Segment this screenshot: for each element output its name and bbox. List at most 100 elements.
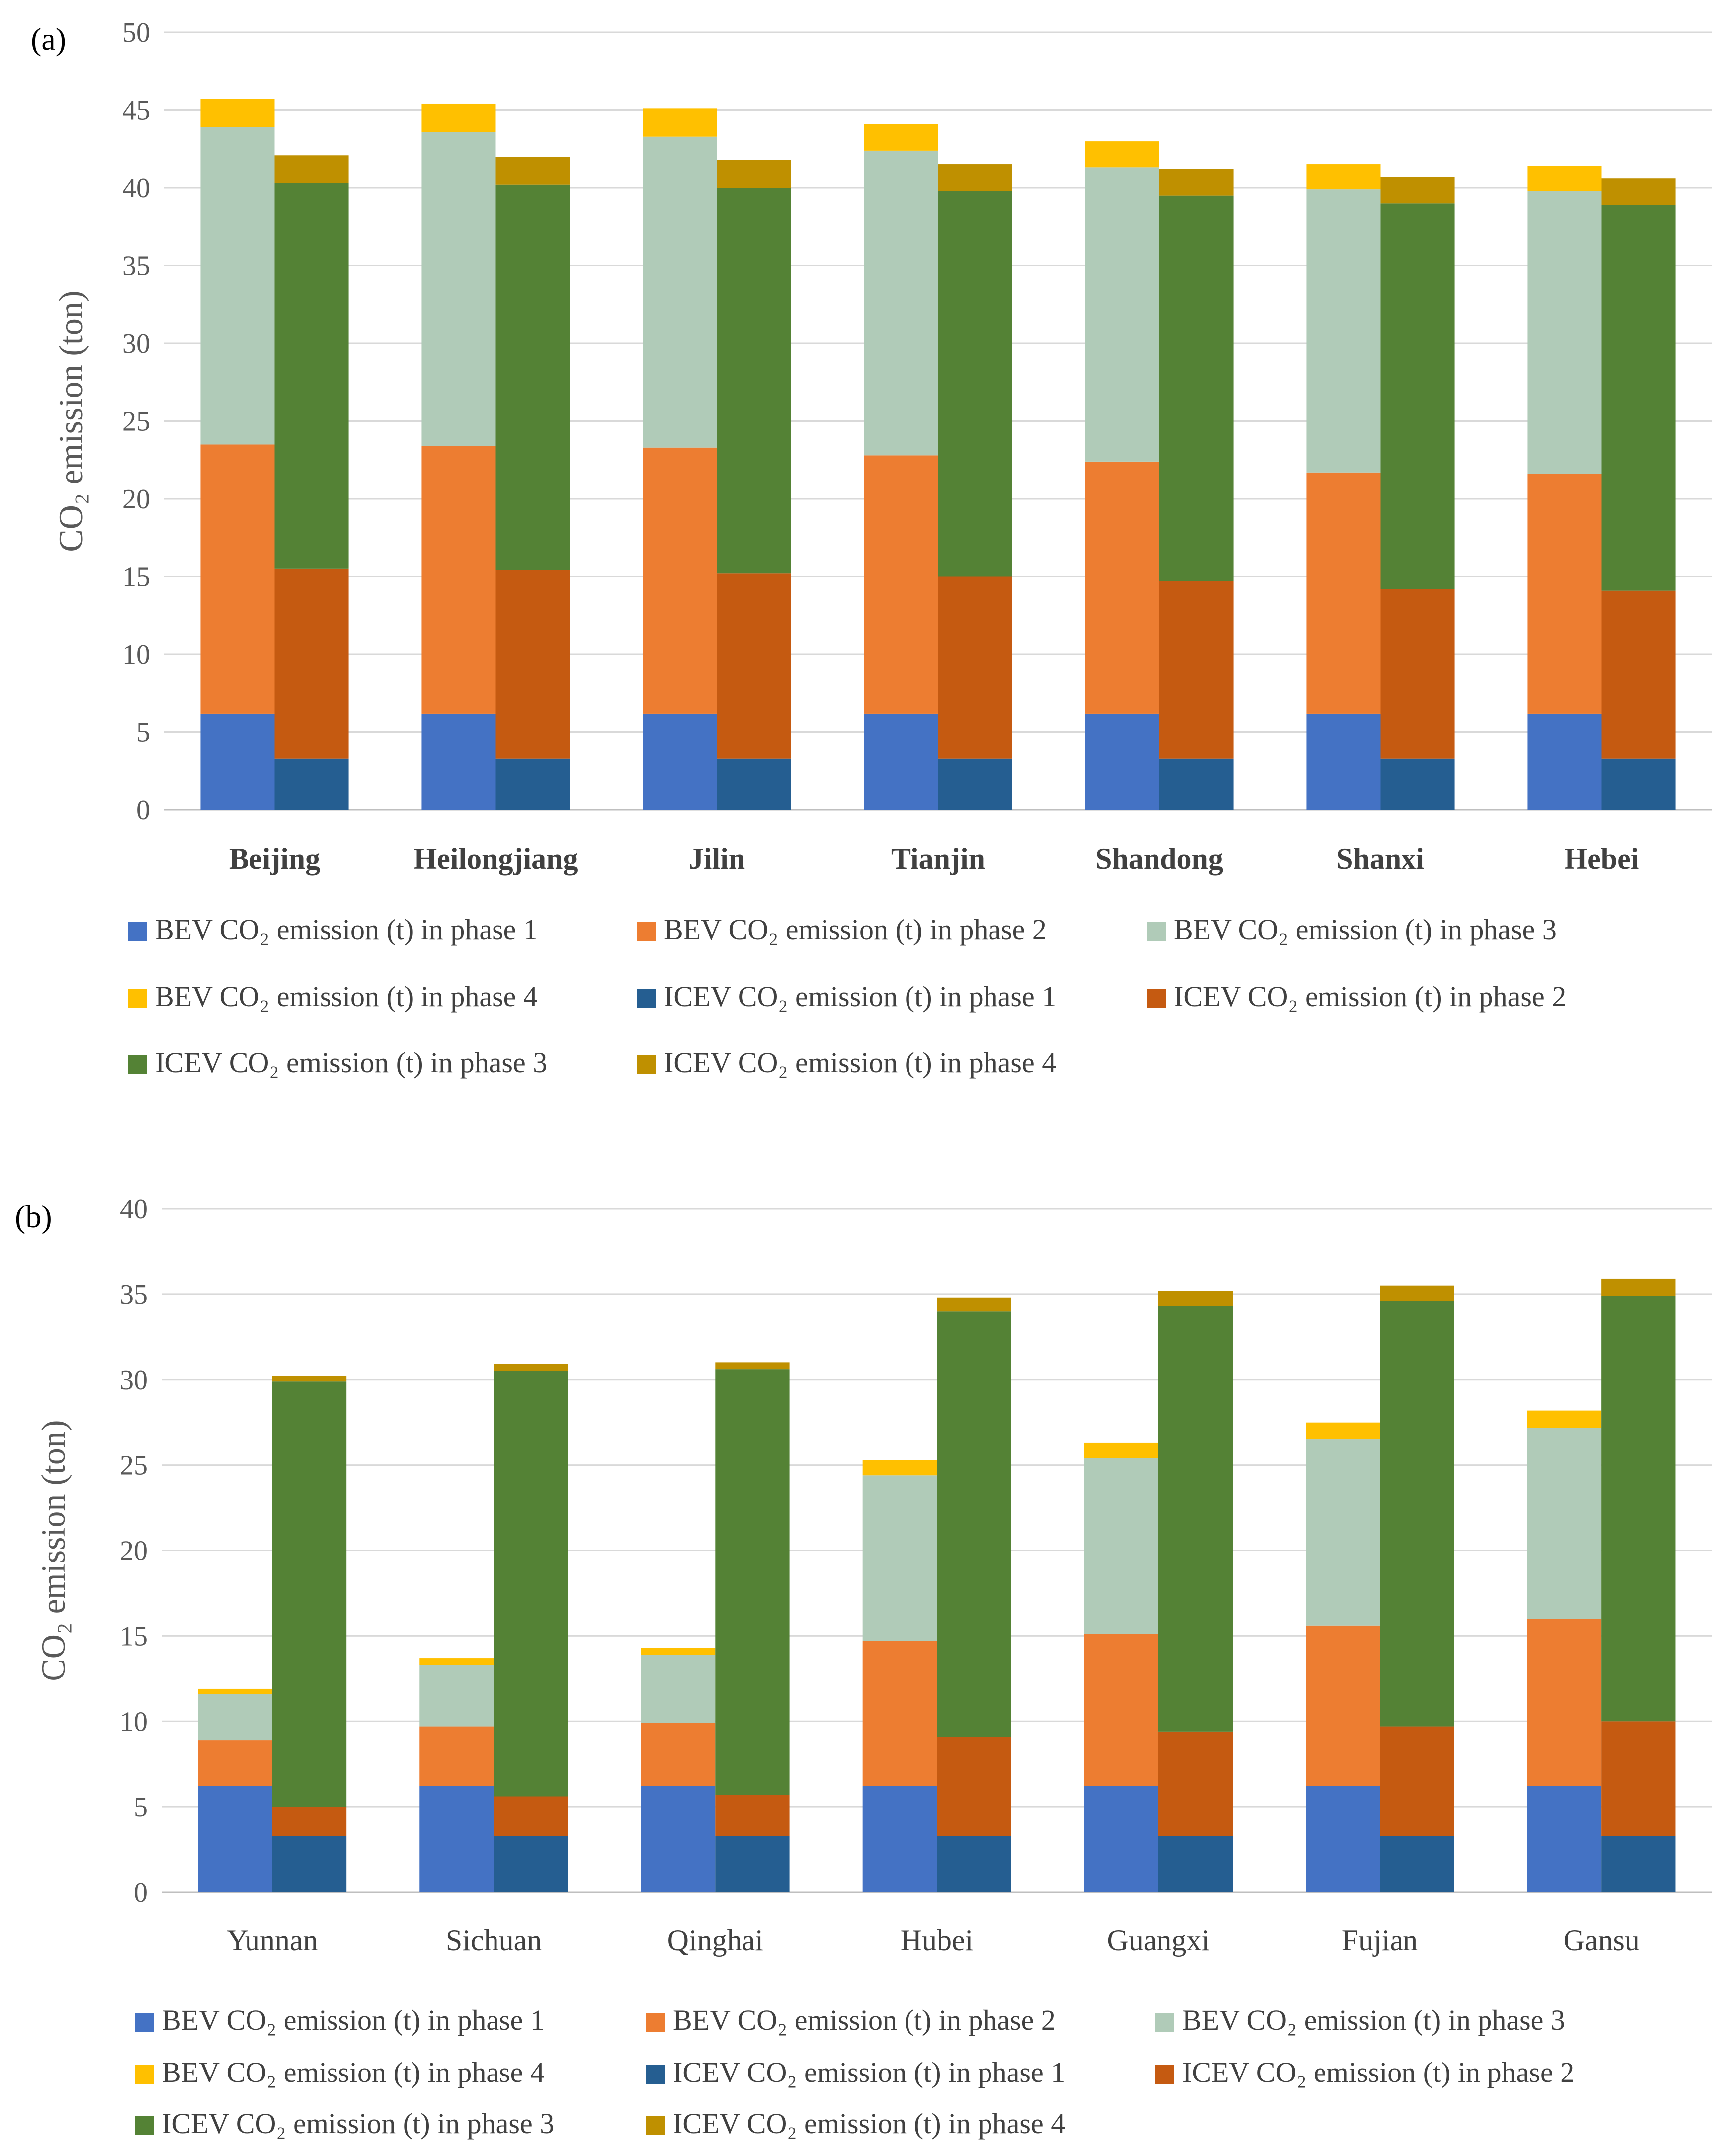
bar-segment-bev-co2-emission-t-in-phase-3 bbox=[1085, 167, 1159, 462]
bar-segment-bev-co2-emission-t-in-phase-4 bbox=[1084, 1442, 1158, 1458]
bar-segment-bev-co2-emission-t-in-phase-4 bbox=[421, 103, 496, 132]
bar-segment-icev-co2-emission-t-in-phase-2 bbox=[938, 576, 1012, 759]
bar-segment-bev-co2-emission-t-in-phase-3 bbox=[421, 132, 496, 446]
y-tick-label: 0 bbox=[134, 1877, 148, 1908]
bar-segment-icev-co2-emission-t-in-phase-3 bbox=[1380, 203, 1455, 589]
x-category-label: Shandong bbox=[1095, 842, 1223, 875]
bar-segment-icev-co2-emission-t-in-phase-4 bbox=[495, 157, 570, 185]
legend-label: ICEV CO₂ emission (t) in phase 3 bbox=[155, 1046, 547, 1079]
bar-segment-icev-co2-emission-t-in-phase-3 bbox=[1601, 205, 1676, 591]
bar-segment-bev-co2-emission-t-in-phase-1 bbox=[1527, 713, 1602, 810]
y-tick-label: 25 bbox=[122, 406, 150, 437]
bar-segment-bev-co2-emission-t-in-phase-1 bbox=[1085, 713, 1159, 810]
x-category-label: Beijing bbox=[229, 842, 320, 875]
bar-segment-bev-co2-emission-t-in-phase-3 bbox=[1084, 1458, 1158, 1634]
legend-swatch bbox=[128, 1055, 147, 1074]
bar-segment-bev-co2-emission-t-in-phase-4 bbox=[1527, 166, 1602, 191]
legend-label: ICEV CO₂ emission (t) in phase 4 bbox=[664, 1046, 1056, 1079]
bar-segment-icev-co2-emission-t-in-phase-2 bbox=[1601, 1721, 1676, 1836]
bar-segment-bev-co2-emission-t-in-phase-1 bbox=[421, 713, 496, 810]
y-tick-label: 15 bbox=[120, 1621, 148, 1652]
bar-segment-icev-co2-emission-t-in-phase-4 bbox=[938, 164, 1012, 191]
y-tick-label: 25 bbox=[120, 1450, 148, 1481]
bar-segment-icev-co2-emission-t-in-phase-4 bbox=[1158, 1291, 1233, 1306]
bar-segment-icev-co2-emission-t-in-phase-4 bbox=[1601, 1278, 1676, 1296]
bar-segment-bev-co2-emission-t-in-phase-2 bbox=[200, 444, 275, 714]
bar-segment-icev-co2-emission-t-in-phase-1 bbox=[494, 1836, 568, 1892]
legend-label: ICEV CO₂ emission (t) in phase 2 bbox=[1174, 980, 1566, 1013]
bar-segment-icev-co2-emission-t-in-phase-3 bbox=[1158, 1306, 1233, 1732]
bar-segment-icev-co2-emission-t-in-phase-4 bbox=[715, 1362, 790, 1370]
bar-segment-icev-co2-emission-t-in-phase-4 bbox=[937, 1297, 1011, 1312]
y-tick-label: 40 bbox=[122, 173, 150, 204]
bar-segment-bev-co2-emission-t-in-phase-4 bbox=[643, 108, 717, 137]
bar-segment-bev-co2-emission-t-in-phase-1 bbox=[1306, 1786, 1380, 1892]
bar-segment-bev-co2-emission-t-in-phase-2 bbox=[1306, 1625, 1380, 1786]
bar-segment-bev-co2-emission-t-in-phase-1 bbox=[419, 1786, 494, 1892]
bar-segment-icev-co2-emission-t-in-phase-2 bbox=[715, 1795, 790, 1836]
chart-panel-a: (a) 0 5 10 15 20 25 30 35 40 45 50 CO₂ emission (ton… bbox=[31, 17, 1712, 1079]
bar-segment-bev-co2-emission-t-in-phase-3 bbox=[1306, 1439, 1380, 1626]
bar-segment-bev-co2-emission-t-in-phase-2 bbox=[1527, 474, 1602, 714]
legend-swatch bbox=[646, 2013, 665, 2032]
legend-label: ICEV CO₂ emission (t) in phase 1 bbox=[673, 2056, 1065, 2088]
bar-segment-bev-co2-emission-t-in-phase-2 bbox=[198, 1740, 272, 1786]
legend-label: ICEV CO₂ emission (t) in phase 4 bbox=[673, 2107, 1065, 2140]
x-category-label: Gansu bbox=[1563, 1924, 1639, 1957]
bar-segment-bev-co2-emission-t-in-phase-2 bbox=[1085, 461, 1159, 714]
bar-segment-icev-co2-emission-t-in-phase-1 bbox=[937, 1836, 1011, 1892]
legend-swatch bbox=[637, 989, 656, 1008]
bar-segment-icev-co2-emission-t-in-phase-2 bbox=[1380, 1726, 1454, 1836]
bar-segment-icev-co2-emission-t-in-phase-3 bbox=[274, 183, 349, 569]
bar-segment-bev-co2-emission-t-in-phase-1 bbox=[1306, 713, 1381, 810]
x-category-label: Guangxi bbox=[1107, 1924, 1210, 1957]
y-tick-label: 10 bbox=[120, 1706, 148, 1737]
y-tick-label: 30 bbox=[120, 1365, 148, 1396]
x-category-label: Yunnan bbox=[227, 1924, 318, 1957]
panel-label: (b) bbox=[15, 1199, 52, 1234]
bar-segment-bev-co2-emission-t-in-phase-4 bbox=[198, 1688, 272, 1694]
bar-segment-bev-co2-emission-t-in-phase-3 bbox=[1527, 1428, 1602, 1619]
legend-label: BEV CO₂ emission (t) in phase 3 bbox=[1174, 913, 1557, 946]
bar-segment-icev-co2-emission-t-in-phase-3 bbox=[937, 1311, 1011, 1737]
legend-swatch bbox=[646, 2065, 665, 2084]
bar-segment-icev-co2-emission-t-in-phase-3 bbox=[1380, 1301, 1454, 1727]
legend-label: BEV CO₂ emission (t) in phase 1 bbox=[162, 2004, 545, 2036]
bar-segment-bev-co2-emission-t-in-phase-4 bbox=[1527, 1410, 1602, 1428]
bar-segment-icev-co2-emission-t-in-phase-2 bbox=[274, 568, 349, 759]
bar-segment-bev-co2-emission-t-in-phase-3 bbox=[862, 1475, 937, 1641]
y-tick-label: 30 bbox=[122, 328, 150, 359]
bar-segment-bev-co2-emission-t-in-phase-2 bbox=[641, 1723, 716, 1786]
bar-segment-bev-co2-emission-t-in-phase-4 bbox=[1306, 1422, 1380, 1440]
bar-segment-icev-co2-emission-t-in-phase-4 bbox=[1380, 1285, 1454, 1301]
y-axis-label: CO₂ emission (ton) bbox=[52, 290, 89, 552]
bar-segment-icev-co2-emission-t-in-phase-1 bbox=[1601, 758, 1676, 810]
legend-label: BEV CO₂ emission (t) in phase 2 bbox=[664, 913, 1047, 946]
legend-swatch bbox=[1147, 922, 1166, 941]
bar-segment-bev-co2-emission-t-in-phase-3 bbox=[643, 136, 717, 448]
y-tick-label: 0 bbox=[136, 795, 150, 826]
x-category-label: Qinghai bbox=[667, 1924, 763, 1957]
bar-segment-bev-co2-emission-t-in-phase-3 bbox=[864, 150, 938, 456]
bar-segment-bev-co2-emission-t-in-phase-3 bbox=[641, 1655, 716, 1723]
bar-segment-bev-co2-emission-t-in-phase-2 bbox=[1527, 1619, 1602, 1786]
bar-segment-icev-co2-emission-t-in-phase-2 bbox=[272, 1807, 347, 1836]
bar-segment-icev-co2-emission-t-in-phase-1 bbox=[1158, 1836, 1233, 1892]
x-category-label: Heilongjiang bbox=[413, 842, 578, 875]
bar-segment-bev-co2-emission-t-in-phase-2 bbox=[421, 446, 496, 714]
y-axis-label: CO₂ emission (ton) bbox=[34, 1420, 72, 1681]
bar-segment-icev-co2-emission-t-in-phase-1 bbox=[1601, 1836, 1676, 1892]
x-category-label: Sichuan bbox=[446, 1924, 542, 1957]
bar-segment-icev-co2-emission-t-in-phase-2 bbox=[494, 1796, 568, 1836]
legend-swatch bbox=[1155, 2013, 1174, 2032]
legend-swatch bbox=[128, 922, 147, 941]
panel-label: (a) bbox=[31, 21, 66, 57]
bar-segment-icev-co2-emission-t-in-phase-3 bbox=[1159, 195, 1234, 581]
y-tick-label: 10 bbox=[122, 639, 150, 670]
bar-segment-icev-co2-emission-t-in-phase-3 bbox=[938, 191, 1012, 577]
bar-segment-icev-co2-emission-t-in-phase-2 bbox=[1158, 1731, 1233, 1836]
bar-segment-bev-co2-emission-t-in-phase-2 bbox=[864, 455, 938, 714]
x-category-label: Shanxi bbox=[1336, 842, 1424, 875]
bar-segment-icev-co2-emission-t-in-phase-3 bbox=[1601, 1296, 1676, 1722]
